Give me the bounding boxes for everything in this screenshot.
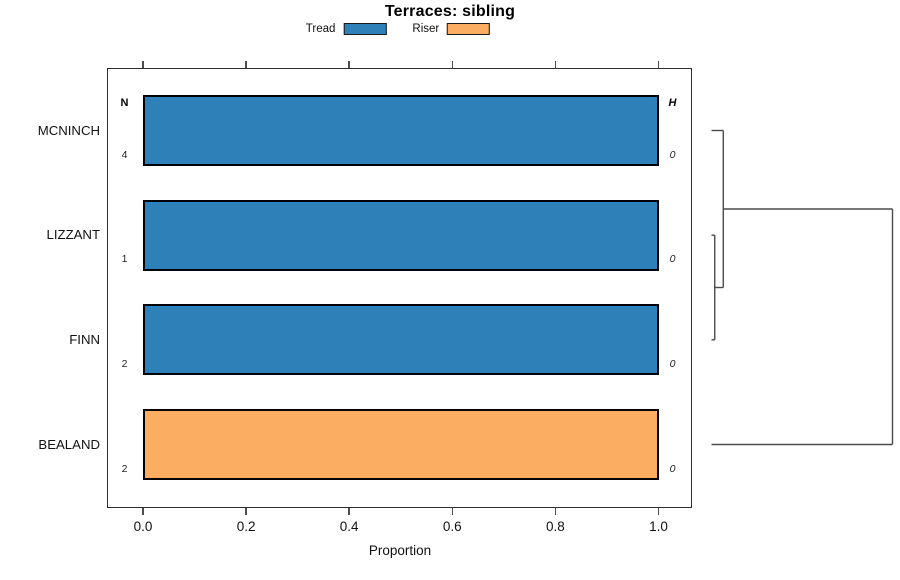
x-axis-tick-top [142,60,144,68]
x-axis-tick-label: 0.8 [546,519,565,534]
x-axis-tick-label: 0.6 [442,519,462,534]
x-axis-tick-label: 0.4 [339,519,359,534]
h-value: 0 [669,253,676,266]
bar-mcninch-tread [143,95,659,166]
legend-item-tread: Tread [306,23,387,35]
x-axis-tick-top [657,60,660,68]
x-axis-tick-bottom [348,507,350,515]
x-axis-tick-top [451,60,454,68]
bar-finn-tread [143,304,659,376]
legend-swatch [343,23,387,35]
n-value: 1 [121,253,128,266]
n-value: 2 [121,462,128,475]
chart-title: Terraces: sibling [384,3,516,20]
h-value: 0 [669,148,676,161]
legend-item-riser: Riser [412,23,491,35]
bar-lizzant-tread [143,199,659,271]
x-axis-tick-bottom [245,507,247,515]
plot-area-border [107,67,692,508]
x-axis-tick-bottom [451,507,454,515]
legend-swatch [447,23,491,35]
row-label-finn: FINN [69,331,100,347]
n-value: 4 [121,148,128,161]
x-axis-tick-label: 1.0 [649,519,668,534]
h-value: 0 [669,462,676,475]
x-axis-tick-label: 0.0 [133,519,153,534]
x-axis-tick-bottom [657,507,660,515]
legend-label: Riser [412,23,440,35]
x-axis-tick-top [554,60,557,68]
n-column-header: N [120,97,129,109]
x-axis-tick-label: 0.2 [236,519,256,534]
x-axis-tick-top [245,60,247,68]
h-column-header: H [668,97,677,109]
bar-bealand-riser [143,409,659,480]
row-label-lizzant: LIZZANT [46,227,100,243]
row-label-mcninch: MCNINCH [37,122,100,138]
x-axis-tick-top [348,60,350,68]
row-label-bealand: BEALAND [38,436,100,452]
x-axis-title: Proportion [368,543,432,558]
x-axis-tick-bottom [142,507,144,515]
legend-label: Tread [305,23,336,35]
h-value: 0 [669,357,676,370]
n-value: 2 [121,357,128,370]
x-axis-tick-bottom [554,507,557,515]
legend: Tread Riser [306,23,491,35]
